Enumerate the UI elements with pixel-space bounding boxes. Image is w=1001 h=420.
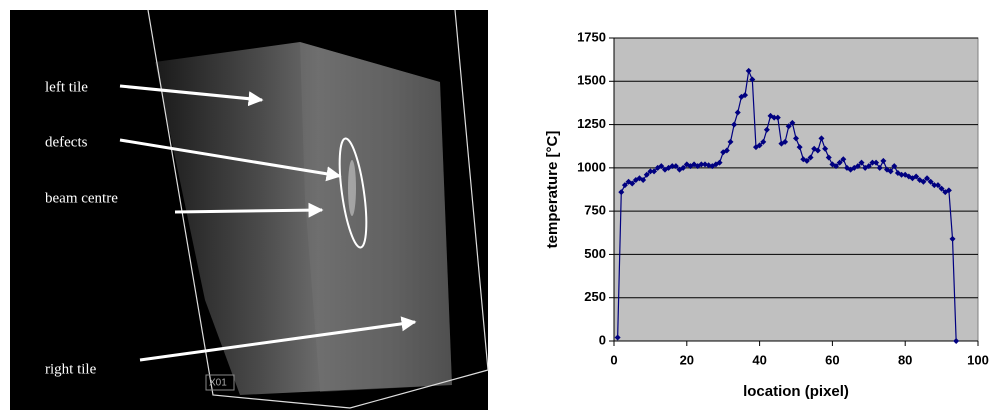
data-point <box>745 67 752 74</box>
data-point <box>934 182 941 189</box>
data-point <box>898 171 905 178</box>
right-tile-shape <box>300 42 452 392</box>
data-point <box>796 144 803 151</box>
x-axis-label: location (pixel) <box>743 383 849 400</box>
data-point <box>731 121 738 128</box>
thermal-image: left tile defects beam centre right tile… <box>10 9 489 410</box>
data-point <box>814 147 821 154</box>
plot-area <box>613 37 979 342</box>
defect-ellipse <box>338 137 368 249</box>
data-point <box>880 157 887 164</box>
data-point <box>953 338 960 344</box>
data-point <box>822 145 829 152</box>
data-point <box>836 159 843 166</box>
data-point <box>854 163 861 170</box>
data-point <box>785 123 792 130</box>
data-point <box>927 178 934 185</box>
data-point <box>618 189 625 196</box>
x-tick-label: 20 <box>680 352 694 367</box>
tile-shape <box>155 42 452 395</box>
data-point <box>680 164 687 171</box>
data-point <box>647 168 654 175</box>
image-label: right tile <box>45 361 97 377</box>
data-point <box>825 154 832 161</box>
y-tick-label: 500 <box>584 246 606 261</box>
data-point <box>873 159 880 166</box>
data-point <box>763 126 770 133</box>
arrow <box>119 84 264 107</box>
y-axis-label: temperature [°C] <box>544 131 561 249</box>
data-point <box>651 168 658 175</box>
x-tick-label: 80 <box>898 352 912 367</box>
data-point <box>614 334 621 341</box>
data-point <box>629 180 636 187</box>
data-point <box>891 163 898 170</box>
image-label: left tile <box>45 79 88 95</box>
data-point <box>669 163 676 170</box>
data-point <box>865 163 872 170</box>
image-label: defects <box>45 134 88 150</box>
y-tick-label: 750 <box>584 203 606 218</box>
data-point <box>949 235 956 242</box>
chart: 0 250 500 750 1000 1250 1500 1750 0 20 40 60 80 100 lo… <box>544 29 989 400</box>
data-point <box>803 157 810 164</box>
data-point <box>756 142 763 149</box>
data-point <box>876 164 883 171</box>
data-point <box>924 175 931 182</box>
data-point <box>760 138 767 145</box>
data-point <box>716 159 723 166</box>
y-tick-label: 1500 <box>577 73 606 88</box>
data-point <box>727 138 734 145</box>
y-tick-label: 1250 <box>577 116 606 131</box>
data-point <box>621 182 628 189</box>
y-tick-label: 1000 <box>577 159 606 174</box>
image-label: beam centre <box>45 190 118 206</box>
data-point <box>945 187 952 194</box>
data-point <box>658 163 665 170</box>
tag-box <box>205 374 235 391</box>
y-tick-label: 1750 <box>577 29 606 44</box>
data-point <box>723 147 730 154</box>
data-point <box>938 185 945 192</box>
image-tag: X01 <box>209 378 227 389</box>
x-tick-label: 0 <box>610 352 617 367</box>
arrow <box>174 202 324 218</box>
data-point <box>887 168 894 175</box>
data-point <box>793 135 799 142</box>
data-point <box>807 154 814 161</box>
data-point <box>858 159 865 166</box>
data-point <box>774 114 781 121</box>
data-point <box>734 109 741 116</box>
x-tick-label: 60 <box>825 352 839 367</box>
x-tick-label: 40 <box>752 352 766 367</box>
data-point <box>643 171 650 178</box>
data-point <box>672 163 679 170</box>
arrow <box>139 316 417 362</box>
data-point <box>818 135 825 142</box>
data-point <box>840 156 847 163</box>
data-point <box>782 138 789 145</box>
data-point <box>640 176 647 183</box>
data-point <box>742 92 749 99</box>
frame-outline <box>147 9 489 409</box>
x-tick-label: 100 <box>967 352 989 367</box>
data-point <box>749 76 756 83</box>
arrow <box>119 138 342 182</box>
data-point <box>869 159 876 166</box>
hot-spot <box>348 160 356 216</box>
data-point <box>789 119 796 126</box>
y-tick-label: 250 <box>584 289 606 304</box>
data-point <box>771 114 778 121</box>
data-point <box>931 182 938 189</box>
data-point <box>698 161 705 168</box>
data-point <box>920 178 927 185</box>
y-tick-label: 0 <box>599 332 606 347</box>
data-point <box>833 163 840 170</box>
data-point <box>913 173 920 180</box>
